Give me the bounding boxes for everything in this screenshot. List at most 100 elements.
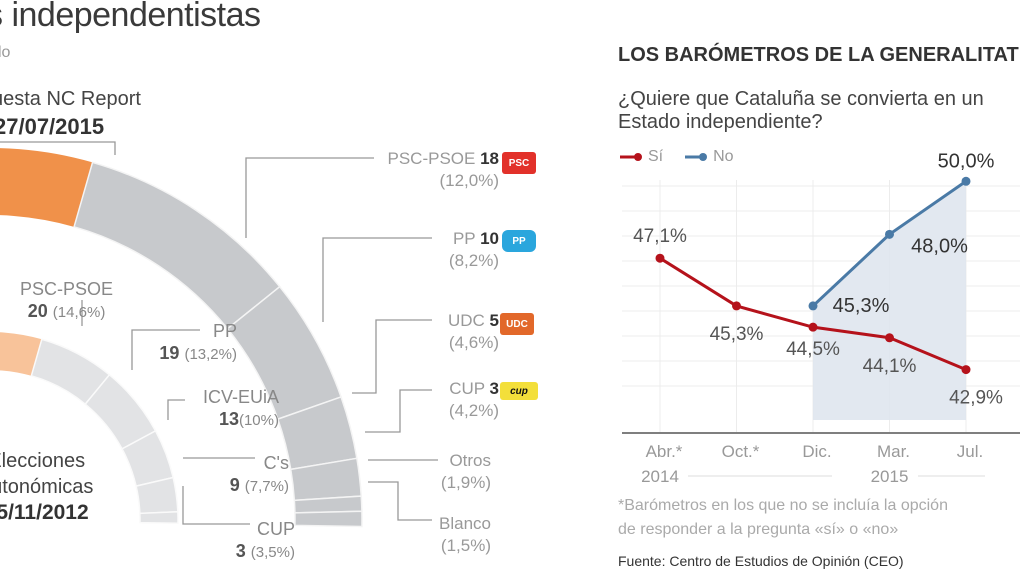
outer-label-udc-party: UDC bbox=[447, 311, 485, 330]
main-title: s independentistas bbox=[0, 0, 261, 34]
x-tick-label: Jul. bbox=[957, 442, 983, 461]
inner-label-pp-party: PP bbox=[212, 321, 237, 341]
year-label: 2014 bbox=[641, 467, 679, 486]
leader-line-cup bbox=[365, 389, 432, 433]
outer-label-psc-pct: 12,0% bbox=[445, 171, 494, 190]
legend-si-marker-icon bbox=[620, 153, 642, 161]
outer-label-udc: UDC 5 (4,6%) bbox=[447, 311, 499, 352]
inner-label-cs-seats: 9 bbox=[229, 475, 240, 495]
psc-logo-icon: PSC bbox=[502, 152, 536, 174]
outer-label-otros: Otros (1,9%) bbox=[440, 451, 491, 492]
cup-logo-icon: cup bbox=[500, 382, 538, 400]
inner-label-psc: PSC-PSOE 20 (14,6%) bbox=[20, 279, 114, 321]
x-tick-label: Dic. bbox=[802, 442, 831, 461]
inner-label-cs-party: C's bbox=[263, 453, 289, 473]
footnote: *Barómetros en los que no se incluía la … bbox=[618, 494, 948, 542]
inner-label-cup-seats: 3 bbox=[235, 541, 246, 561]
x-tick-label: Mar. bbox=[877, 442, 910, 461]
inner-label-cup-party: CUP bbox=[256, 519, 295, 539]
data-point-si bbox=[655, 253, 665, 263]
chart-legend: Sí No bbox=[620, 148, 734, 166]
elections-line2: autonómicas bbox=[0, 476, 94, 498]
outer-label-blanco-party: Blanco bbox=[439, 514, 491, 533]
udc-logo-icon: UDC bbox=[500, 313, 534, 335]
outer-ring-segment-blanco bbox=[294, 510, 363, 528]
leader-line-pp bbox=[322, 237, 432, 322]
inner-label-pp-seats: 19 bbox=[159, 343, 180, 363]
outer-label-cup: CUP 3 (4,2%) bbox=[448, 379, 499, 420]
outer-label-otros-pct: 1,9% bbox=[446, 473, 486, 492]
inner-label-icv-seats: 13 bbox=[218, 409, 239, 429]
inner-label-icv-pct: 10% bbox=[243, 412, 274, 429]
inner-label-icv: ICV-EUiA 13(10%) bbox=[202, 387, 279, 429]
data-label-si: 45,3% bbox=[710, 324, 764, 345]
outer-label-psc-seats: 18 bbox=[480, 149, 499, 168]
outer-label-cup-pct: 4,2% bbox=[454, 401, 494, 420]
data-label-si: 47,1% bbox=[633, 226, 687, 247]
legend-si-label: Sí bbox=[648, 148, 664, 165]
elections-label: Elecciones autonómicas 25/11/2012 bbox=[0, 448, 93, 526]
outer-label-blanco-pct: 1,5% bbox=[446, 536, 486, 555]
leader-line-inner-pp bbox=[131, 329, 200, 370]
year-label: 2015 bbox=[871, 467, 909, 486]
outer-label-pp-party: PP bbox=[452, 229, 476, 248]
data-point-si bbox=[732, 301, 741, 311]
leader-line-inner-icv bbox=[167, 399, 185, 420]
legend-item-no: No bbox=[685, 148, 734, 166]
outer-label-pp: PP 10 (8,2%) bbox=[448, 229, 499, 270]
elections-date: 25/11/2012 bbox=[0, 501, 89, 524]
source-note: Fuente: Centro de Estudios de Opinión (C… bbox=[618, 553, 904, 569]
inner-label-pp: PP 19 (13,2%) bbox=[159, 321, 237, 363]
barometer-question: ¿Quiere que Cataluña se convierta en un … bbox=[618, 88, 984, 133]
outer-label-pp-seats: 10 bbox=[480, 229, 499, 248]
data-point-no bbox=[961, 176, 971, 186]
data-label-si: 44,1% bbox=[863, 356, 917, 377]
inner-label-icv-party: ICV-EUiA bbox=[202, 387, 279, 407]
leader-line-inner-cup bbox=[182, 486, 250, 525]
leader-line-top bbox=[0, 141, 116, 155]
inner-label-cup-pct: 3,5% bbox=[255, 544, 290, 561]
data-label-no: 50,0% bbox=[938, 150, 995, 172]
survey-date: 27/07/2015 bbox=[0, 114, 105, 139]
outer-label-blanco: Blanco (1,5%) bbox=[439, 514, 491, 555]
data-label-si: 42,9% bbox=[949, 388, 1003, 409]
inner-ring-segment-cup bbox=[139, 510, 179, 525]
data-point-si bbox=[885, 333, 894, 343]
x-tick-label: Oct.* bbox=[722, 442, 760, 461]
data-point-no bbox=[808, 301, 818, 311]
outer-label-udc-seats: 5 bbox=[489, 311, 499, 330]
inner-label-cs: C's 9 (7,7%) bbox=[229, 453, 289, 495]
legend-no-label: No bbox=[713, 148, 734, 165]
legend-no-marker-icon bbox=[685, 153, 708, 161]
footnote-line1: *Barómetros en los que no se incluía la … bbox=[618, 497, 948, 514]
inner-label-psc-pct: 14,6% bbox=[57, 304, 101, 321]
outer-label-psc-party: PSC-PSOE bbox=[387, 149, 476, 168]
leader-line-psc bbox=[245, 157, 374, 238]
outer-label-psc: PSC-PSOE 18 (12,0%) bbox=[387, 149, 499, 190]
legend-item-si: Sí bbox=[620, 148, 663, 166]
survey-label: uesta NC Report bbox=[0, 88, 141, 110]
outer-label-udc-pct: 4,6% bbox=[454, 333, 494, 352]
inner-ring-segment-independentist bbox=[0, 332, 42, 376]
x-tick-label: Abr.* bbox=[646, 442, 683, 461]
outer-label-cup-seats: 3 bbox=[489, 379, 499, 398]
barometer-title: LOS BARÓMETROS DE LA GENERALITAT bbox=[618, 44, 1019, 66]
inner-label-cup: CUP 3 (3,5%) bbox=[235, 519, 295, 561]
elections-line1: Elecciones bbox=[0, 450, 86, 472]
inner-label-cs-pct: 7,7% bbox=[249, 478, 284, 495]
outer-ring-segment-independentist bbox=[0, 148, 93, 227]
inner-label-pp-pct: 13,2% bbox=[189, 346, 232, 363]
outer-label-cup-party: CUP bbox=[449, 379, 485, 398]
leader-line-udc bbox=[352, 319, 432, 394]
no-area-fill bbox=[813, 181, 966, 420]
inner-label-psc-party: PSC-PSOE bbox=[20, 279, 114, 299]
leader-line-blanco bbox=[368, 481, 432, 521]
data-label-si: 44,5% bbox=[786, 339, 840, 360]
pp-logo-icon: PP bbox=[502, 230, 536, 252]
subtitle-fragment: lo bbox=[0, 44, 11, 61]
outer-label-pp-pct: 8,2% bbox=[454, 251, 494, 270]
data-point-si bbox=[808, 322, 818, 332]
footnote-line2: de responder a la pregunta «sí» o «no» bbox=[618, 521, 899, 538]
